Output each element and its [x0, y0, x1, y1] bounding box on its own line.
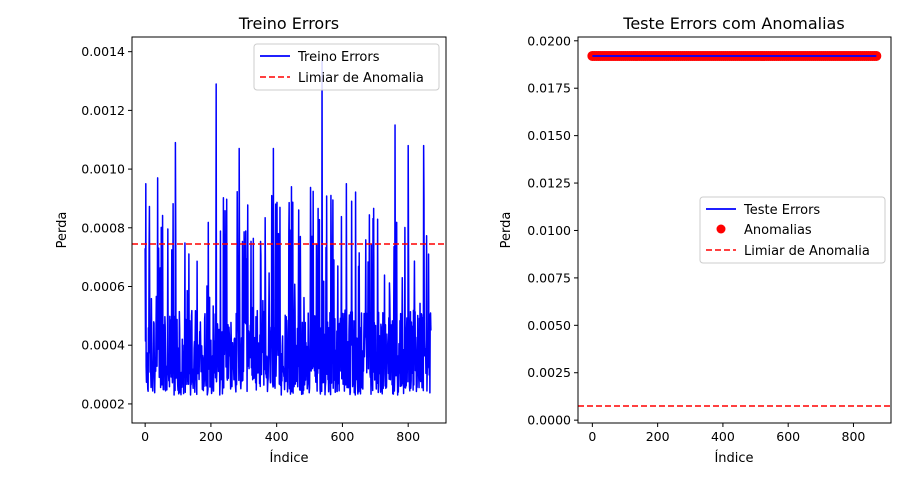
- treino-y-ticks: 0.0002 0.0004 0.0006 0.0008 0.0010 0.0012 0.00…: [81, 44, 132, 411]
- legend-label-treino: Treino Errors: [297, 50, 380, 65]
- teste-ylabel: Perda: [499, 212, 514, 249]
- treino-axes-frame: [131, 36, 447, 424]
- y-tick-label: 0.0002: [81, 396, 125, 411]
- teste-series-area: [578, 50, 891, 407]
- teste-xlabel: Índice: [714, 450, 753, 466]
- y-tick-label: 0.0008: [81, 220, 125, 235]
- y-tick-label: 0.0175: [527, 81, 571, 96]
- legend-label-limiar-teste: Limiar de Anomalia: [744, 244, 870, 259]
- x-tick-label: 0: [141, 429, 149, 444]
- teste-x-ticks: 0 200 400 600 800: [588, 423, 865, 444]
- treino-legend-box: [253, 43, 440, 91]
- y-tick-label: 0.0075: [527, 270, 571, 285]
- treino-chart: Treino Errors 0 200 400 600 800 0.0002 0.0004…: [55, 14, 447, 466]
- treino-xlabel: Índice: [269, 450, 308, 466]
- x-tick-label: 800: [396, 429, 420, 444]
- legend-label-teste: Teste Errors: [743, 203, 820, 218]
- treino-x-ticks: 0 200 400 600 800: [141, 423, 420, 444]
- y-tick-label: 0.0150: [527, 128, 571, 143]
- x-tick-label: 600: [776, 429, 800, 444]
- x-tick-label: 200: [646, 429, 670, 444]
- treino-series-area: [132, 59, 446, 396]
- x-tick-label: 600: [330, 429, 354, 444]
- y-tick-label: 0.0000: [527, 413, 571, 428]
- y-tick-label: 0.0050: [527, 318, 571, 333]
- x-tick-label: 0: [588, 429, 596, 444]
- teste-legend-box: [699, 196, 886, 264]
- teste-axes-frame: [577, 36, 892, 424]
- x-tick-label: 800: [842, 429, 866, 444]
- y-tick-label: 0.0025: [527, 365, 571, 380]
- y-tick-label: 0.0200: [527, 33, 571, 48]
- treino-legend: Treino Errors Limiar de Anomalia: [253, 43, 440, 91]
- y-tick-label: 0.0010: [81, 162, 125, 177]
- legend-label-limiar: Limiar de Anomalia: [298, 71, 424, 86]
- teste-y-ticks: 0.0000 0.0025 0.0050 0.0075 0.0100 0.0125 0.01…: [527, 33, 578, 428]
- x-tick-label: 400: [711, 429, 735, 444]
- x-tick-label: 200: [199, 429, 223, 444]
- legend-marker-anomalias: [716, 224, 726, 234]
- teste-title: Teste Errors com Anomalias: [622, 14, 844, 33]
- y-tick-label: 0.0006: [81, 279, 125, 294]
- treino-ylabel: Perda: [55, 212, 70, 249]
- teste-legend: Teste Errors Anomalias Limiar de Anomali…: [699, 196, 886, 264]
- series-treino-errors: [144, 59, 432, 396]
- y-tick-label: 0.0100: [527, 223, 571, 238]
- legend-label-anomalias: Anomalias: [744, 223, 812, 238]
- teste-chart: Teste Errors com Anomalias 0 200 400 600 800…: [499, 14, 892, 466]
- y-tick-label: 0.0012: [81, 103, 125, 118]
- y-tick-label: 0.0004: [81, 338, 125, 353]
- y-tick-label: 0.0125: [527, 176, 571, 191]
- x-tick-label: 400: [265, 429, 289, 444]
- treino-title: Treino Errors: [238, 14, 339, 33]
- y-tick-label: 0.0014: [81, 44, 125, 59]
